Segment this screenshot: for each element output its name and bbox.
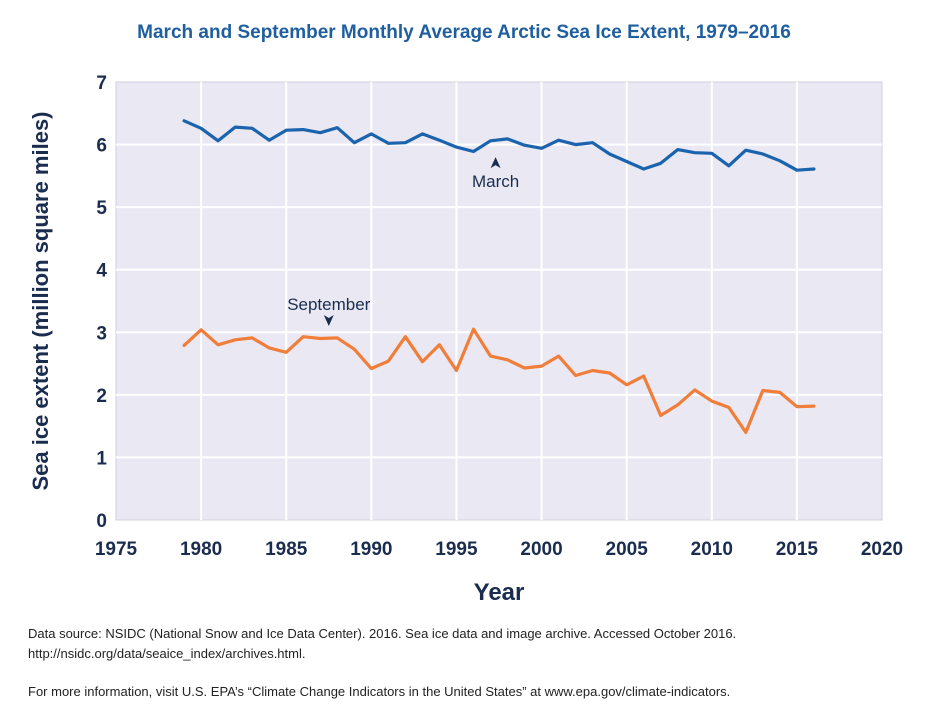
x-tick-label: 1990 [350, 539, 392, 560]
y-tick-label: 1 [96, 448, 107, 469]
y-tick-label: 5 [96, 198, 107, 219]
x-axis-label: Year [474, 579, 525, 606]
x-tick-label: 2000 [520, 539, 562, 560]
x-tick-label: 1975 [95, 539, 138, 560]
march-series-line [182, 119, 816, 172]
x-tick-label: 2010 [691, 539, 733, 560]
september-annotation-label: September [287, 295, 370, 314]
y-tick-label: 0 [96, 511, 107, 532]
x-tick-label: 1995 [435, 539, 478, 560]
more-info-note: For more information, visit U.S. EPA’s “… [28, 684, 731, 699]
y-tick-label: 2 [96, 386, 107, 407]
y-axis-label: Sea ice extent (million square miles) [28, 111, 53, 490]
x-tick-label: 1985 [265, 539, 308, 560]
data-source-url: http://nsidc.org/data/seaice_index/archi… [28, 646, 306, 661]
series-annotations: March September [287, 157, 519, 327]
september-series-line [182, 327, 816, 434]
x-tick-label: 1980 [180, 539, 222, 560]
y-tick-label: 4 [96, 261, 107, 282]
chart-title: March and September Monthly Average Arct… [137, 22, 791, 43]
data-source-note: Data source: NSIDC (National Snow and Ic… [28, 626, 737, 641]
y-tick-label: 7 [96, 73, 107, 94]
x-tick-label: 2005 [606, 539, 649, 560]
march-annotation-arrow [490, 157, 501, 169]
x-tick-label: 2015 [776, 539, 819, 560]
x-tick-label: 2020 [861, 539, 903, 560]
y-tick-label: 3 [96, 323, 107, 344]
march-annotation-label: March [472, 172, 519, 191]
y-tick-label: 6 [96, 136, 107, 157]
y-axis-ticks: 0 1 2 3 4 5 6 7 [96, 73, 107, 532]
september-annotation-arrow [323, 315, 334, 327]
plot-area [115, 81, 883, 521]
x-axis-ticks: 1975 1980 1985 1990 1995 2000 2005 2010 2015 2020 [95, 539, 903, 560]
series-lines [182, 119, 816, 434]
